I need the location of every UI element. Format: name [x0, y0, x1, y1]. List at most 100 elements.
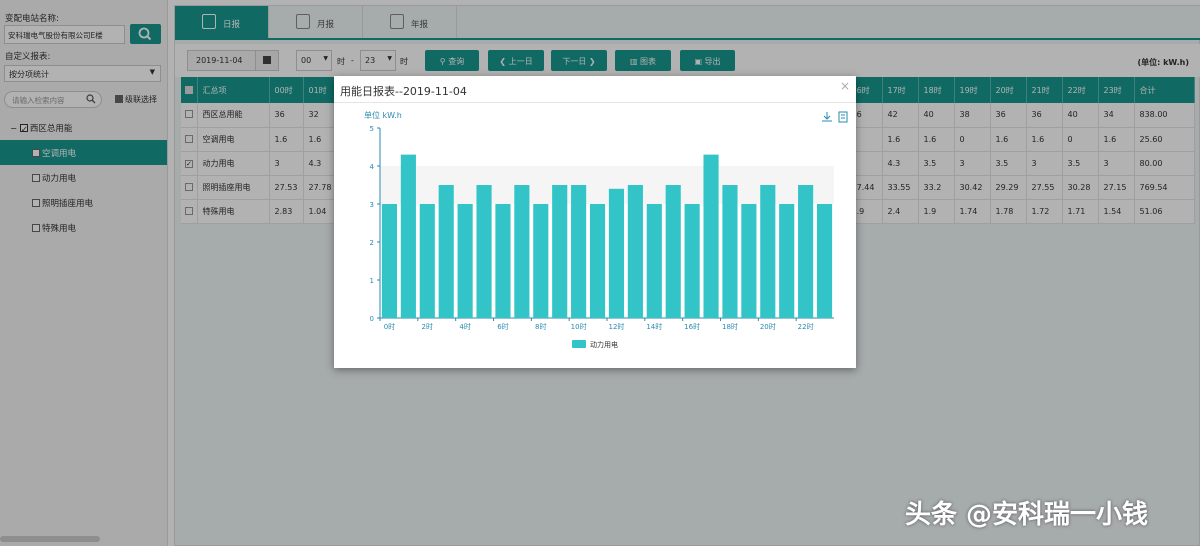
column-header[interactable]: 18时	[918, 77, 955, 103]
column-header[interactable]: 00时	[269, 77, 304, 103]
bar-11时[interactable]	[589, 204, 606, 318]
tree-item-label: 动力用电	[42, 174, 77, 184]
calendar-picker-button[interactable]	[255, 50, 279, 71]
checkbox-icon[interactable]	[185, 85, 193, 94]
row-checkbox[interactable]: ✓	[181, 151, 198, 176]
cell-value: 1.6	[1026, 127, 1063, 152]
bar-6时[interactable]	[495, 204, 511, 318]
next-day-label: 下一日	[562, 57, 587, 66]
search-icon	[138, 27, 152, 41]
y-tick-label: 3	[370, 201, 374, 209]
bar-12时[interactable]	[608, 188, 625, 318]
query-button[interactable]: ⚲ 查询	[425, 50, 479, 71]
row-checkbox[interactable]	[181, 103, 198, 128]
data-view-icon[interactable]	[838, 111, 848, 123]
select-all-checkbox[interactable]	[181, 77, 198, 103]
legend-swatch[interactable]	[572, 340, 586, 348]
tab-yearly[interactable]: 年报	[363, 6, 457, 38]
bar-5时[interactable]	[476, 185, 492, 318]
bar-0时[interactable]	[381, 204, 398, 318]
row-checkbox[interactable]	[181, 175, 198, 200]
next-day-button[interactable]: 下一日 ❯	[551, 50, 607, 71]
checkbox-icon[interactable]	[185, 134, 193, 143]
row-name: 动力用电	[197, 151, 270, 176]
cell-value: 1.04	[303, 199, 338, 224]
bar-8时[interactable]	[533, 204, 549, 318]
cell-value: 40	[1062, 103, 1099, 128]
tab-monthly[interactable]: 月报	[269, 6, 363, 38]
hour-from-value: 00	[301, 56, 312, 65]
tab-daily[interactable]: 日报	[175, 6, 269, 38]
download-icon[interactable]	[822, 112, 832, 122]
cell-value: 33.55	[882, 175, 919, 200]
chart-button[interactable]: ▥ 图表	[615, 50, 671, 71]
station-input[interactable]: 安科瑞电气股份有限公司E楼	[4, 25, 125, 44]
bar-20时[interactable]	[760, 185, 776, 318]
bar-22时[interactable]	[798, 185, 814, 318]
column-header[interactable]: 23时	[1098, 77, 1135, 103]
checkbox-icon[interactable]	[32, 199, 40, 207]
bar-10时[interactable]	[571, 185, 587, 318]
tree-item-aircon[interactable]: 空调用电	[0, 140, 167, 165]
bar-16时[interactable]	[684, 204, 700, 318]
sidebar-scrollbar[interactable]	[0, 536, 100, 542]
checkbox-icon[interactable]	[32, 224, 40, 232]
bar-2时[interactable]	[419, 204, 435, 318]
bar-3时[interactable]	[438, 185, 454, 318]
bar-7时[interactable]	[514, 185, 530, 318]
x-tick-label: 6时	[497, 322, 508, 331]
close-icon[interactable]: ×	[839, 79, 850, 93]
query-label: 查询	[448, 57, 465, 66]
x-tick-label: 2时	[422, 322, 433, 331]
station-search-button[interactable]	[130, 24, 161, 44]
checkbox-icon[interactable]	[185, 110, 193, 119]
column-header[interactable]: 合计	[1134, 77, 1195, 103]
cell-value: 3	[1098, 151, 1135, 176]
bar-14时[interactable]	[646, 204, 662, 318]
bar-21时[interactable]	[779, 204, 795, 318]
checkbox-icon[interactable]	[32, 149, 40, 157]
hour-to-select[interactable]: 23 ▼	[360, 50, 396, 71]
bar-1时[interactable]	[400, 154, 416, 318]
column-header[interactable]: 19时	[954, 77, 991, 103]
row-checkbox[interactable]	[181, 199, 198, 224]
bar-13时[interactable]	[627, 185, 643, 318]
column-header[interactable]: 22时	[1062, 77, 1099, 103]
bar-19时[interactable]	[741, 204, 757, 318]
prev-day-button[interactable]: ❮ 上一日	[488, 50, 544, 71]
tree-root-label: 西区总用能	[29, 124, 73, 134]
export-button[interactable]: ▣ 导出	[680, 50, 735, 71]
checkbox-icon[interactable]: ✓	[185, 160, 193, 168]
checkbox-icon[interactable]: ✓	[19, 124, 28, 135]
export-label: 导出	[704, 57, 721, 66]
row-checkbox[interactable]	[181, 127, 198, 152]
row-name: 空调用电	[197, 127, 270, 152]
checkbox-icon[interactable]	[185, 206, 193, 215]
tree-item-power[interactable]: 动力用电	[0, 165, 167, 190]
report-select[interactable]: 按分项统计 ▼	[4, 65, 161, 82]
hour-from-select[interactable]: 00 ▼	[296, 50, 332, 71]
tree-filter-input[interactable]: 请输入检索内容	[4, 91, 102, 108]
bar-4时[interactable]	[457, 204, 473, 318]
legend-label[interactable]: 动力用电	[590, 340, 618, 349]
column-header[interactable]: 17时	[882, 77, 919, 103]
cascade-checkbox[interactable]: 级联选择	[115, 94, 157, 105]
column-header[interactable]: 21时	[1026, 77, 1063, 103]
collapse-icon[interactable]: −	[10, 124, 18, 134]
tree-item-lighting[interactable]: 照明插座用电	[0, 190, 167, 215]
bar-17时[interactable]	[703, 154, 719, 318]
tree-root[interactable]: − ✓ 西区总用能	[10, 122, 73, 135]
bar-23时[interactable]	[816, 204, 833, 318]
checkbox-icon[interactable]	[185, 182, 193, 191]
station-label: 变配电站名称:	[5, 14, 59, 24]
column-header[interactable]: 汇总项	[197, 77, 270, 103]
bar-9时[interactable]	[552, 185, 568, 318]
x-tick-label: 14时	[646, 322, 662, 331]
checkbox-icon[interactable]	[32, 174, 40, 182]
column-header[interactable]: 20时	[990, 77, 1027, 103]
table-row[interactable]: 照明插座用电 27.53 27.78 37.44 33.55 33.2 30.42 29.29…	[181, 175, 1195, 200]
bar-15时[interactable]	[665, 185, 681, 318]
tree-item-special[interactable]: 特殊用电	[0, 215, 167, 240]
unit-label: (单位: kW.h)	[1137, 58, 1189, 67]
bar-18时[interactable]	[722, 185, 738, 318]
